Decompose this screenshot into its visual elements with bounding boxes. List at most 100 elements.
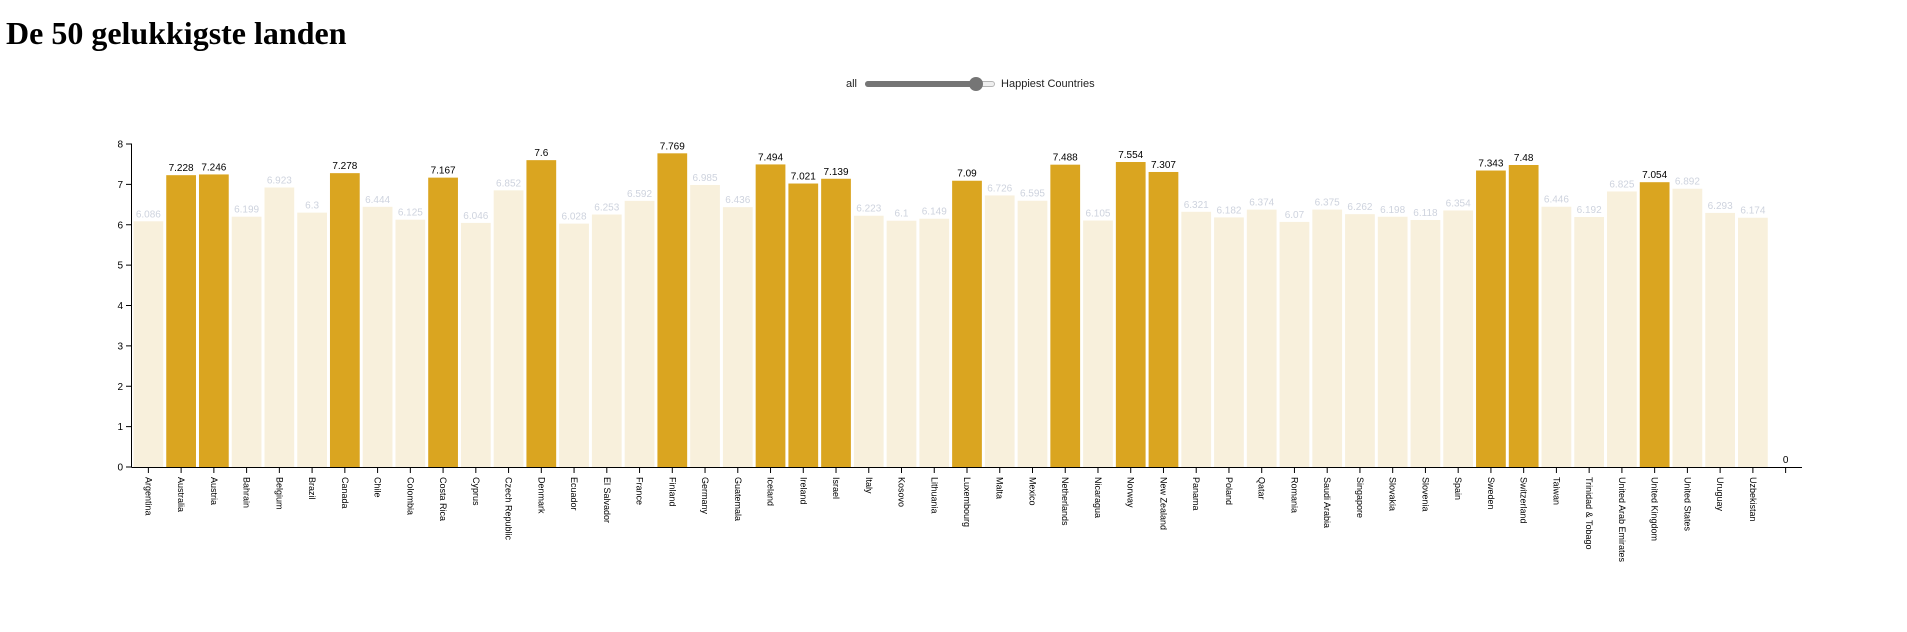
x-tick-label: Malta bbox=[995, 477, 1005, 499]
x-tick-label: Israel bbox=[831, 477, 841, 499]
chart-bar bbox=[1639, 182, 1670, 467]
x-tick-label: Lithuania bbox=[929, 477, 939, 514]
chart-bar bbox=[1181, 211, 1212, 467]
x-tick-label: Taiwan bbox=[1551, 477, 1561, 505]
chart-bar bbox=[952, 180, 982, 467]
x-tick-label: Italy bbox=[864, 477, 874, 494]
bar-value-label: 6.374 bbox=[1249, 198, 1274, 209]
bar-value-label: 6.985 bbox=[693, 173, 718, 184]
bar-value-label: 7.48 bbox=[1514, 153, 1534, 164]
chart-bar bbox=[559, 223, 589, 467]
bar-value-label: 6.046 bbox=[463, 211, 488, 222]
chart-bar bbox=[1574, 216, 1605, 467]
bar-value-label: 7.228 bbox=[169, 163, 194, 174]
chart-bar bbox=[1246, 209, 1277, 467]
x-tick-label: Germany bbox=[700, 477, 710, 515]
x-tick-label: Brazil bbox=[307, 477, 317, 500]
bar-value-label: 6.444 bbox=[365, 195, 390, 206]
bar-value-label: 6.1 bbox=[895, 209, 909, 220]
x-tick-label: Norway bbox=[1126, 477, 1136, 508]
bar-value-label: 6.086 bbox=[136, 209, 161, 220]
x-tick-label: Denmark bbox=[536, 477, 546, 514]
chart-bar bbox=[821, 178, 851, 467]
chart-bar bbox=[755, 164, 786, 467]
y-tick-label: 8 bbox=[117, 140, 123, 151]
bar-value-label: 7.278 bbox=[332, 161, 357, 172]
bar-value-label: 7.139 bbox=[824, 167, 849, 178]
x-tick-label: Czech Republic bbox=[504, 477, 514, 541]
chart-bar bbox=[1050, 164, 1081, 467]
bar-value-label: 6.253 bbox=[594, 203, 619, 214]
chart-bar bbox=[362, 206, 393, 468]
chart-bar bbox=[690, 184, 720, 467]
x-tick-label: Romania bbox=[1289, 477, 1299, 513]
x-tick-label: Bahrain bbox=[242, 477, 252, 508]
bar-value-label: 0 bbox=[1783, 455, 1789, 466]
x-tick-label: Kosovo bbox=[897, 477, 907, 507]
bar-value-label: 6.436 bbox=[725, 195, 750, 206]
y-tick-label: 1 bbox=[117, 422, 123, 433]
x-tick-label: Nicaragua bbox=[1093, 477, 1103, 518]
bar-value-label: 6.118 bbox=[1413, 208, 1438, 219]
chart-bar bbox=[264, 187, 295, 467]
slider-fill bbox=[865, 81, 976, 87]
chart-bar bbox=[1705, 212, 1736, 467]
x-tick-label: Belgium bbox=[274, 477, 284, 510]
x-tick-label: Guatemala bbox=[733, 477, 743, 521]
bar-value-label: 7.307 bbox=[1151, 160, 1176, 171]
y-tick-label: 3 bbox=[117, 341, 123, 352]
slider-track[interactable] bbox=[865, 77, 996, 91]
chart-bar bbox=[1410, 219, 1441, 467]
chart-bar bbox=[1508, 164, 1539, 467]
bar-value-label: 7.09 bbox=[957, 169, 977, 180]
slider-thumb[interactable] bbox=[968, 77, 983, 91]
bar-value-label: 7.021 bbox=[791, 172, 816, 183]
chart-bar bbox=[1017, 200, 1048, 467]
bar-value-label: 6.825 bbox=[1609, 179, 1634, 190]
y-tick-label: 7 bbox=[117, 180, 123, 191]
bar-value-label: 6.105 bbox=[1085, 209, 1110, 220]
x-tick-label: Switzerland bbox=[1519, 477, 1529, 524]
slider-right-label: Happiest Countries bbox=[1001, 78, 1095, 90]
x-tick-label: United Arab Emirates bbox=[1617, 477, 1627, 563]
chart-bar bbox=[1279, 221, 1310, 467]
bar-value-label: 7.246 bbox=[201, 162, 226, 173]
bar-value-label: 6.125 bbox=[398, 208, 423, 219]
x-tick-label: Chile bbox=[373, 477, 383, 498]
bar-value-label: 6.199 bbox=[234, 205, 259, 216]
x-tick-label: Slovakia bbox=[1388, 477, 1398, 511]
x-tick-label: Luxembourg bbox=[962, 477, 972, 527]
x-tick-label: Ecuador bbox=[569, 477, 579, 511]
x-tick-label: Saudi Arabia bbox=[1322, 477, 1332, 528]
x-tick-label: Spain bbox=[1453, 477, 1463, 500]
chart-bar bbox=[984, 195, 1015, 467]
x-tick-label: Finland bbox=[667, 477, 677, 507]
x-tick-label: Costa Rica bbox=[438, 477, 448, 521]
bar-value-label: 6.923 bbox=[267, 175, 292, 186]
chart-bar bbox=[853, 215, 884, 467]
x-tick-label: El Salvador bbox=[602, 477, 612, 523]
chart-bar bbox=[722, 207, 753, 468]
chart-bar bbox=[624, 200, 655, 467]
x-tick-label: United Kingdom bbox=[1650, 477, 1660, 541]
chart-bar bbox=[1148, 171, 1179, 468]
bar-value-label: 6.595 bbox=[1020, 189, 1045, 200]
chart-bar bbox=[1312, 209, 1343, 467]
bar-value-label: 7.343 bbox=[1478, 159, 1503, 170]
bar-value-label: 6.3 bbox=[305, 201, 319, 212]
bar-value-label: 6.892 bbox=[1675, 177, 1700, 188]
x-tick-label: Singapore bbox=[1355, 477, 1365, 518]
bar-value-label: 7.167 bbox=[431, 166, 456, 177]
bar-value-label: 6.262 bbox=[1347, 202, 1372, 213]
x-tick-label: Netherlands bbox=[1060, 477, 1070, 526]
chart-bar bbox=[329, 173, 360, 467]
chart-bar bbox=[297, 212, 327, 467]
bar-value-label: 6.446 bbox=[1544, 195, 1569, 206]
chart-bar bbox=[1083, 220, 1113, 467]
chart-bar bbox=[428, 177, 458, 467]
chart-bar bbox=[1738, 217, 1768, 467]
chart-bar bbox=[919, 218, 950, 467]
x-tick-label: United States bbox=[1682, 477, 1692, 532]
chart-bar bbox=[1115, 162, 1146, 467]
chart-bar bbox=[788, 183, 819, 467]
